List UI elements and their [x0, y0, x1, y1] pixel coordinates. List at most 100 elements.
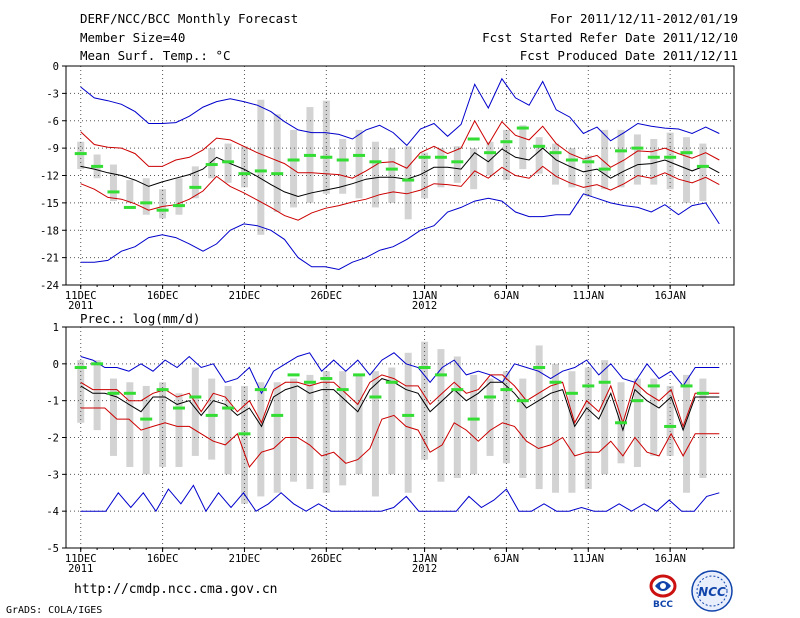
forecast-period: For 2011/12/11-2012/01/19 [549, 11, 738, 26]
precipitation-ytick-label-6: -5 [46, 543, 59, 555]
temperature-xtick-label-5: 6JAN [494, 290, 519, 302]
grads-credit: GrADS: COLA/IGES [6, 605, 103, 616]
precipitation-box-28 [519, 378, 527, 479]
precipitation-box-31 [568, 371, 576, 493]
precipitation-box-18 [355, 374, 363, 475]
ncc-logo-text: NCC [698, 585, 726, 599]
temperature-box-37 [666, 132, 674, 190]
precipitation-box-39 [699, 378, 707, 479]
precipitation-series-spread_upper [80, 374, 720, 428]
precipitation-xtick-label-7: 16JAN [654, 553, 686, 565]
precipitation-box-23 [437, 349, 445, 482]
temperature-box-35 [633, 134, 641, 185]
precipitation-box-22 [421, 341, 429, 460]
temperature-box-26 [486, 141, 494, 176]
precipitation-box-5 [142, 385, 150, 475]
temperature-box-28 [519, 125, 527, 170]
precipitation-box-35 [633, 378, 641, 467]
temperature-box-24 [453, 146, 461, 183]
precipitation-ytick-label-4: -3 [46, 469, 59, 481]
precipitation-box-29 [535, 345, 543, 490]
precipitation-ytick-label-5: -4 [46, 506, 59, 518]
temperature-box-16 [322, 100, 330, 194]
precipitation-box-11 [240, 385, 248, 504]
temperature-xtick-label-7: 16JAN [654, 290, 686, 302]
precipitation-box-26 [486, 378, 494, 456]
precipitation-box-33 [601, 360, 609, 475]
temperature-box-39 [699, 143, 707, 202]
precipitation-xtick-label-5: 6JAN [494, 553, 519, 565]
temperature-box-19 [371, 141, 379, 208]
precipitation-box-21 [404, 352, 412, 493]
variable-label: Mean Surf. Temp.: °C [80, 48, 231, 63]
temperature-series-spread_upper [80, 119, 720, 179]
precipitation-xtick-year-4: 2012 [412, 563, 437, 575]
produced-date: Fcst Produced Date 2011/12/11 [519, 48, 738, 63]
ncc-logo: NCC [691, 570, 733, 612]
temperature-xtick-year-0: 2011 [68, 300, 93, 312]
precipitation-xtick-label-4: 1JAN [412, 553, 437, 565]
temperature-xtick-label-2: 21DEC [229, 290, 261, 302]
precipitation-box-17 [339, 371, 347, 486]
bcc-logo-text: BCC [653, 600, 673, 610]
temperature-box-7 [175, 178, 183, 215]
precipitation-box-25 [470, 374, 478, 475]
precipitation-box-12 [257, 382, 265, 497]
temperature-box-18 [355, 129, 363, 199]
temperature-series-ensemble_max [80, 77, 720, 147]
bcc-logo: BCC [649, 574, 677, 610]
precipitation-xtick-label-2: 21DEC [229, 553, 261, 565]
temperature-box-13 [273, 114, 281, 212]
precipitation-xtick-label-0: 11DEC [65, 553, 97, 565]
precipitation-box-24 [453, 356, 461, 479]
precipitation-xtick-year-0: 2011 [68, 563, 93, 575]
temperature-box-36 [650, 139, 658, 185]
temperature-box-3 [109, 164, 117, 202]
precipitation-ytick-label-0: 1 [53, 322, 59, 334]
temperature-box-29 [535, 137, 543, 174]
precipitation-box-37 [666, 385, 674, 456]
temperature-xtick-label-3: 26DEC [311, 290, 343, 302]
temperature-box-4 [126, 180, 134, 203]
temperature-box-5 [142, 178, 150, 215]
temperature-box-21 [404, 146, 412, 220]
temperature-ytick-label-7: -21 [40, 253, 59, 265]
precipitation-box-30 [552, 363, 560, 493]
temperature-box-8 [191, 166, 199, 199]
precipitation-box-4 [126, 382, 134, 467]
precipitation-ytick-label-1: 0 [53, 359, 59, 371]
temperature-xtick-label-1: 16DEC [147, 290, 179, 302]
member-size: Member Size=40 [80, 30, 186, 45]
temperature-ytick-label-0: 0 [53, 61, 59, 73]
temperature-series-ensemble_min [80, 193, 720, 271]
temperature-series-ensemble_mean [80, 147, 720, 198]
precipitation-box-13 [273, 382, 281, 493]
temperature-ytick-label-1: -3 [46, 88, 59, 100]
precipitation-box-20 [388, 367, 396, 475]
precipitation-box-14 [290, 378, 298, 482]
temperature-box-12 [257, 99, 265, 235]
temperature-box-20 [388, 148, 396, 203]
precipitation-series-ensemble_max [80, 352, 720, 395]
temperature-ytick-label-8: -24 [40, 280, 59, 292]
temperature-ytick-label-3: -9 [46, 143, 59, 155]
precipitation-box-7 [175, 393, 183, 467]
temperature-box-17 [339, 139, 347, 194]
precipitation-box-32 [584, 367, 592, 490]
temperature-box-1 [77, 141, 85, 170]
temperature-series-spread_lower [80, 165, 720, 221]
source-url[interactable]: http://cmdp.ncc.cma.gov.cn [74, 582, 278, 597]
precipitation-box-6 [159, 382, 167, 467]
temperature-ytick-label-2: -6 [46, 116, 59, 128]
precipitation-box-15 [306, 374, 314, 490]
temperature-box-14 [290, 129, 298, 208]
precip-ylabel: Prec.: log(mm/d) [80, 311, 201, 326]
temperature-box-6 [159, 189, 167, 219]
precipitation-box-3 [109, 378, 117, 456]
temperature-xtick-label-4: 1JAN [412, 290, 437, 302]
precipitation-box-8 [191, 367, 199, 456]
precipitation-series-spread_lower [80, 407, 720, 468]
temperature-ytick-label-5: -15 [40, 198, 59, 210]
precipitation-xtick-label-1: 16DEC [147, 553, 179, 565]
